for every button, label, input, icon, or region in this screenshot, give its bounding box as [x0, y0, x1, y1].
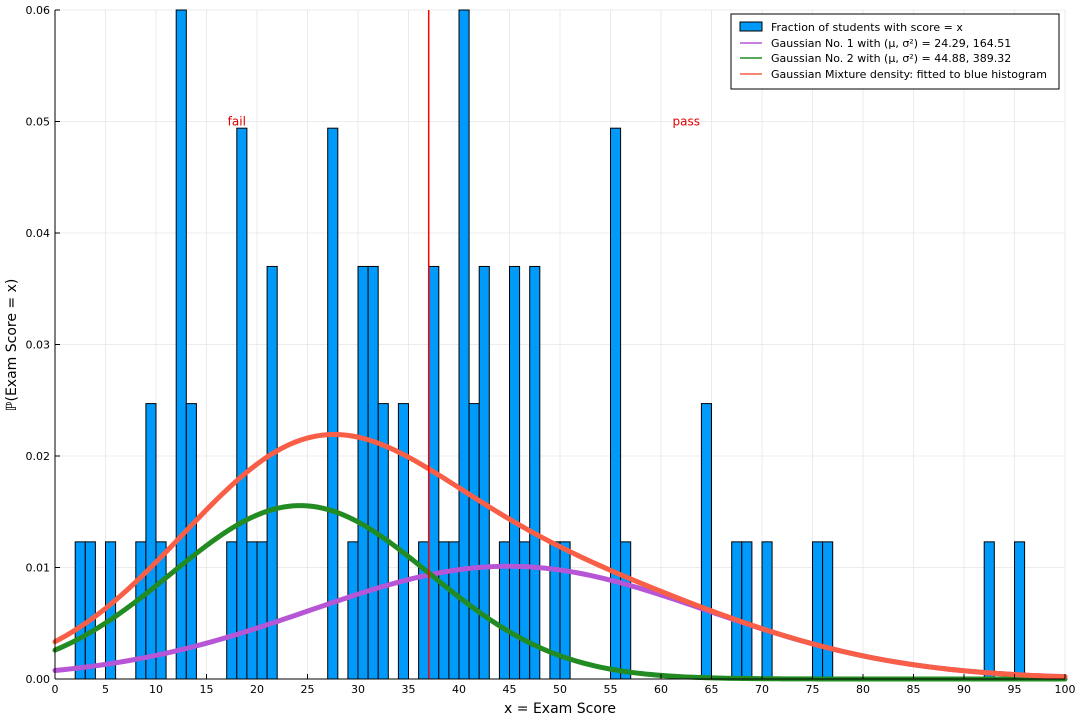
- x-tick-label: 20: [250, 683, 264, 696]
- histogram-bar: [700, 403, 713, 680]
- histogram-bar: [145, 403, 157, 680]
- histogram-bar: [983, 541, 995, 680]
- histogram-bar: [731, 541, 743, 680]
- histogram-bar: [448, 541, 460, 680]
- x-tick-label: 35: [402, 683, 416, 696]
- x-tick-label: 5: [102, 683, 109, 696]
- legend-box: [730, 13, 1060, 90]
- y-tick-label: 0.06: [26, 4, 51, 17]
- x-tick-labels: 0 5 10 15 20 25 30 35 40 45 50 55 60 65 70 75 80 85 90 95 10…: [52, 674, 1076, 696]
- histogram-bar: [1014, 541, 1026, 680]
- legend-label-gaussian-1: Gaussian No. 1 with (μ, σ²) = 24.29, 164…: [771, 37, 1011, 50]
- histogram-bar: [256, 541, 268, 680]
- histogram-bar: [438, 541, 450, 680]
- x-tick-label: 40: [452, 683, 466, 696]
- histogram-bar: [246, 541, 258, 680]
- x-tick-label: 15: [200, 683, 214, 696]
- y-tick-label: 0.01: [26, 562, 51, 575]
- histogram-bar: [84, 541, 96, 680]
- histogram-bar: [327, 127, 339, 680]
- histogram-bar: [519, 541, 531, 680]
- histogram-bar: [812, 541, 824, 680]
- histogram-bar: [236, 127, 248, 680]
- histogram-bar: [468, 403, 480, 680]
- histogram-bar: [549, 541, 561, 680]
- x-tick-label: 75: [806, 683, 820, 696]
- x-tick-label: 60: [654, 683, 668, 696]
- histogram-bar: [761, 541, 773, 680]
- histogram-bar: [741, 541, 753, 680]
- y-tick-label: 0.00: [26, 673, 51, 686]
- y-tick-label: 0.03: [26, 339, 51, 352]
- x-tick-label: 95: [1008, 683, 1022, 696]
- annotation-fail: fail: [228, 115, 246, 129]
- legend: Fraction of students with score = x Gaus…: [730, 13, 1060, 90]
- histogram-bar: [822, 541, 834, 680]
- x-tick-label: 55: [604, 683, 618, 696]
- annotations: fail pass: [228, 115, 700, 129]
- annotation-pass: pass: [673, 115, 700, 129]
- x-tick-label: 65: [705, 683, 719, 696]
- histogram-bar: [620, 541, 632, 680]
- histogram-bar: [347, 541, 359, 680]
- histogram-bar: [105, 541, 117, 680]
- x-tick-label: 100: [1055, 683, 1076, 696]
- legend-swatch-histogram: [739, 21, 763, 32]
- x-axis-title: x = Exam Score: [504, 701, 616, 717]
- y-tick-label: 0.02: [26, 450, 51, 463]
- legend-label-histogram: Fraction of students with score = x: [771, 21, 963, 34]
- x-tick-label: 50: [553, 683, 567, 696]
- histogram-bar: [266, 265, 278, 680]
- y-tick-label: 0.05: [26, 116, 51, 129]
- histogram-bar: [418, 541, 430, 680]
- histogram-bar: [529, 265, 541, 680]
- mixture-curve: [52, 431, 1068, 680]
- histogram-bar: [357, 265, 369, 680]
- histogram-bar: [610, 127, 622, 680]
- y-axis-title: ℙ(Exam Score = x): [4, 279, 20, 412]
- y-tick-label: 0.04: [26, 227, 51, 240]
- histogram-bar: [175, 9, 187, 680]
- histogram-bar: [226, 541, 238, 680]
- legend-label-mixture: Gaussian Mixture density: fitted to blue…: [771, 68, 1047, 81]
- x-tick-label: 85: [907, 683, 921, 696]
- x-tick-label: 0: [52, 683, 59, 696]
- x-tick-label: 70: [755, 683, 769, 696]
- x-tick-label: 90: [957, 683, 971, 696]
- histogram-bar: [185, 403, 197, 680]
- x-tick-label: 10: [149, 683, 163, 696]
- legend-label-gaussian-2: Gaussian No. 2 with (μ, σ²) = 44.88, 389…: [771, 52, 1011, 65]
- x-tick-label: 80: [856, 683, 870, 696]
- histogram-bar: [509, 265, 521, 680]
- histogram-bar: [458, 9, 470, 680]
- x-tick-label: 45: [503, 683, 517, 696]
- x-tick-label: 25: [301, 683, 315, 696]
- histogram-bar: [367, 265, 379, 680]
- x-tick-label: 30: [351, 683, 365, 696]
- histogram-bar: [397, 403, 409, 680]
- histogram-bar: [74, 541, 86, 680]
- histogram-bar: [498, 541, 510, 680]
- y-tick-labels: 0.00 0.01 0.02 0.03 0.04 0.05 0.06: [26, 4, 60, 686]
